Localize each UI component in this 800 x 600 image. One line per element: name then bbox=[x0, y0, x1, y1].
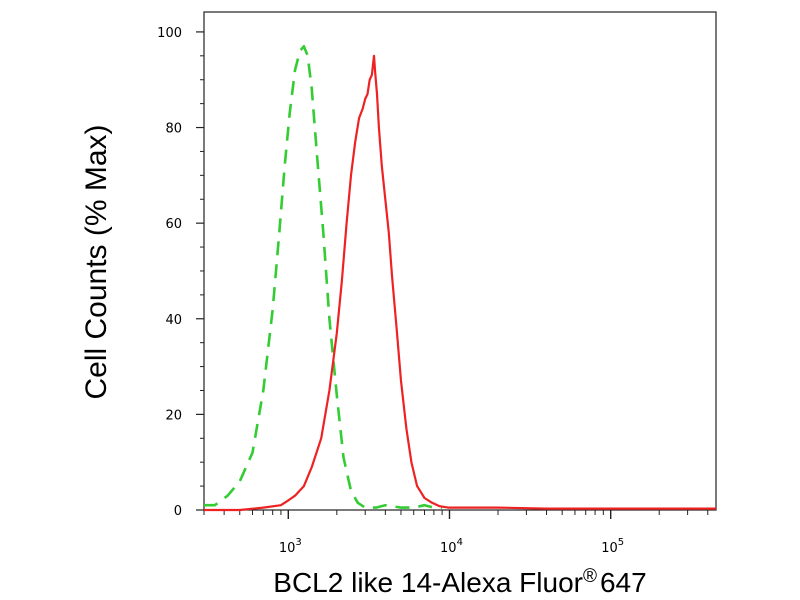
control-histogram-line bbox=[204, 44, 443, 509]
x-tick-label: 104 bbox=[440, 537, 463, 556]
x-axis-title: BCL2 like 14-Alexa Fluor® 647 bbox=[273, 566, 646, 598]
y-tick-label: 100 bbox=[157, 26, 182, 41]
y-axis-title: Cell Counts (% Max) bbox=[80, 124, 113, 399]
plot-border bbox=[203, 11, 717, 511]
y-tick-label: 80 bbox=[165, 122, 182, 137]
x-axis-title-main: BCL2 like 14-Alexa Fluor bbox=[273, 567, 583, 598]
registered-mark: ® bbox=[583, 566, 597, 587]
y-axis-ticks: 0 20 40 60 80 100 bbox=[157, 26, 204, 519]
y-tick-label: 40 bbox=[165, 313, 182, 328]
x-tick-label: 105 bbox=[601, 537, 624, 556]
sample-histogram-line bbox=[204, 54, 716, 512]
x-tick-label: 103 bbox=[279, 537, 302, 556]
y-tick-label: 0 bbox=[174, 504, 182, 519]
y-tick-label: 60 bbox=[165, 217, 182, 232]
plot-frame bbox=[203, 11, 717, 511]
series-group bbox=[204, 44, 716, 512]
x-axis-ticks: 103 104 105 bbox=[203, 510, 709, 556]
y-tick-label: 20 bbox=[165, 408, 182, 423]
x-axis-title-suffix: 647 bbox=[600, 567, 647, 598]
